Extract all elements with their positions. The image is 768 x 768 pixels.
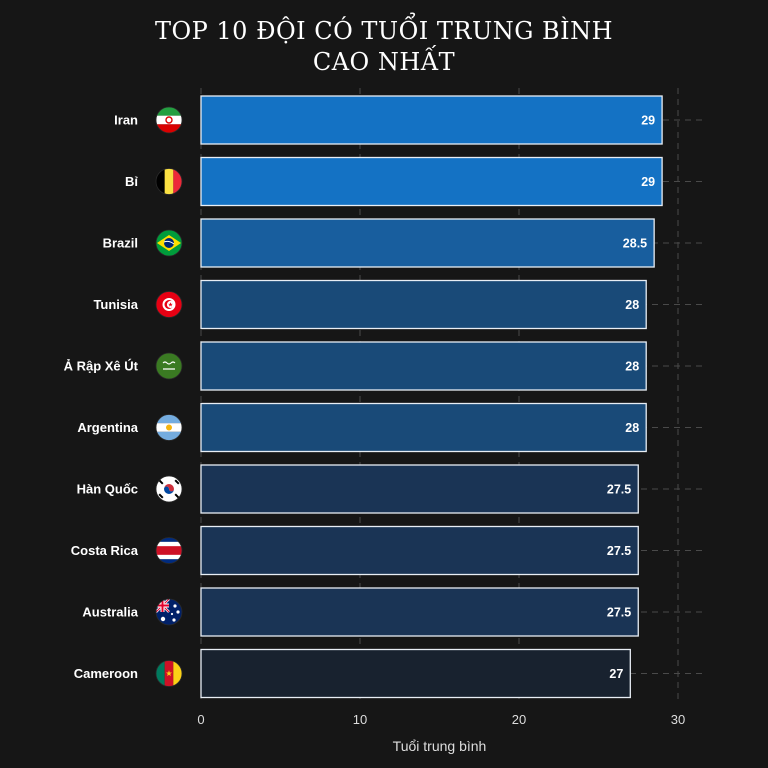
saudi-arabia-flag-icon	[155, 352, 183, 380]
value-label: 29	[641, 175, 655, 189]
bar	[200, 218, 655, 268]
x-axis-label: Tuổi trung bình	[393, 738, 487, 754]
bar	[200, 279, 647, 330]
australia-flag-icon	[155, 598, 183, 626]
value-label: 27.5	[607, 544, 631, 558]
belgium-flag-icon	[155, 168, 183, 195]
x-tick-label: 30	[671, 712, 685, 727]
category-label: Australia	[82, 605, 138, 620]
value-label: 28	[625, 360, 639, 374]
category-label: Brazil	[103, 236, 138, 251]
cameroon-flag-icon	[155, 660, 183, 687]
value-label: 27	[609, 667, 623, 681]
category-label: Iran	[114, 113, 138, 128]
value-label: 27.5	[607, 606, 631, 620]
bar	[200, 95, 663, 145]
costa-rica-flag-icon	[155, 537, 183, 564]
value-label: 28	[625, 421, 639, 435]
bar	[200, 156, 663, 207]
chart-title-line-1: TOP 10 ĐỘI CÓ TUỔI TRUNG BÌNH	[154, 17, 614, 45]
category-label: Tunisia	[93, 297, 138, 312]
chart-title-line-2: CAO NHẤT	[312, 48, 456, 76]
category-label: Hàn Quốc	[77, 482, 138, 497]
category-label: Costa Rica	[71, 543, 139, 558]
labels-layer: 29 Iran 29 Bỉ 28.5 Brazil 28 Tunisia 28 Ả Rập Xê …	[64, 113, 656, 682]
value-label: 28.5	[623, 237, 647, 251]
x-tick-label: 10	[353, 712, 367, 727]
iran-flag-icon	[155, 106, 183, 134]
axis-layer: 0 10 20 30 Tuổi trung bình	[197, 712, 685, 754]
category-label: Argentina	[77, 420, 138, 435]
value-label: 29	[641, 114, 655, 128]
tunisia-flag-icon	[155, 291, 183, 318]
bar	[200, 587, 639, 637]
chart-title: TOP 10 ĐỘI CÓ TUỔI TRUNG BÌNH CAO NHẤT	[0, 16, 768, 78]
value-label: 28	[625, 298, 639, 312]
x-tick-label: 0	[197, 712, 204, 727]
bars-layer	[200, 95, 663, 699]
bar	[200, 464, 639, 514]
bar	[200, 341, 647, 391]
category-label: Bỉ	[125, 174, 138, 189]
category-label: Cameroon	[74, 666, 138, 681]
value-label: 27.5	[607, 483, 631, 497]
flags-layer	[155, 106, 183, 687]
bar	[200, 402, 647, 453]
argentina-flag-icon	[155, 414, 183, 441]
bar	[200, 648, 631, 699]
x-tick-label: 20	[512, 712, 526, 727]
category-label: Ả Rập Xê Út	[64, 359, 139, 374]
bar	[200, 525, 639, 576]
south-korea-flag-icon	[155, 475, 183, 503]
brazil-flag-icon	[155, 229, 183, 257]
